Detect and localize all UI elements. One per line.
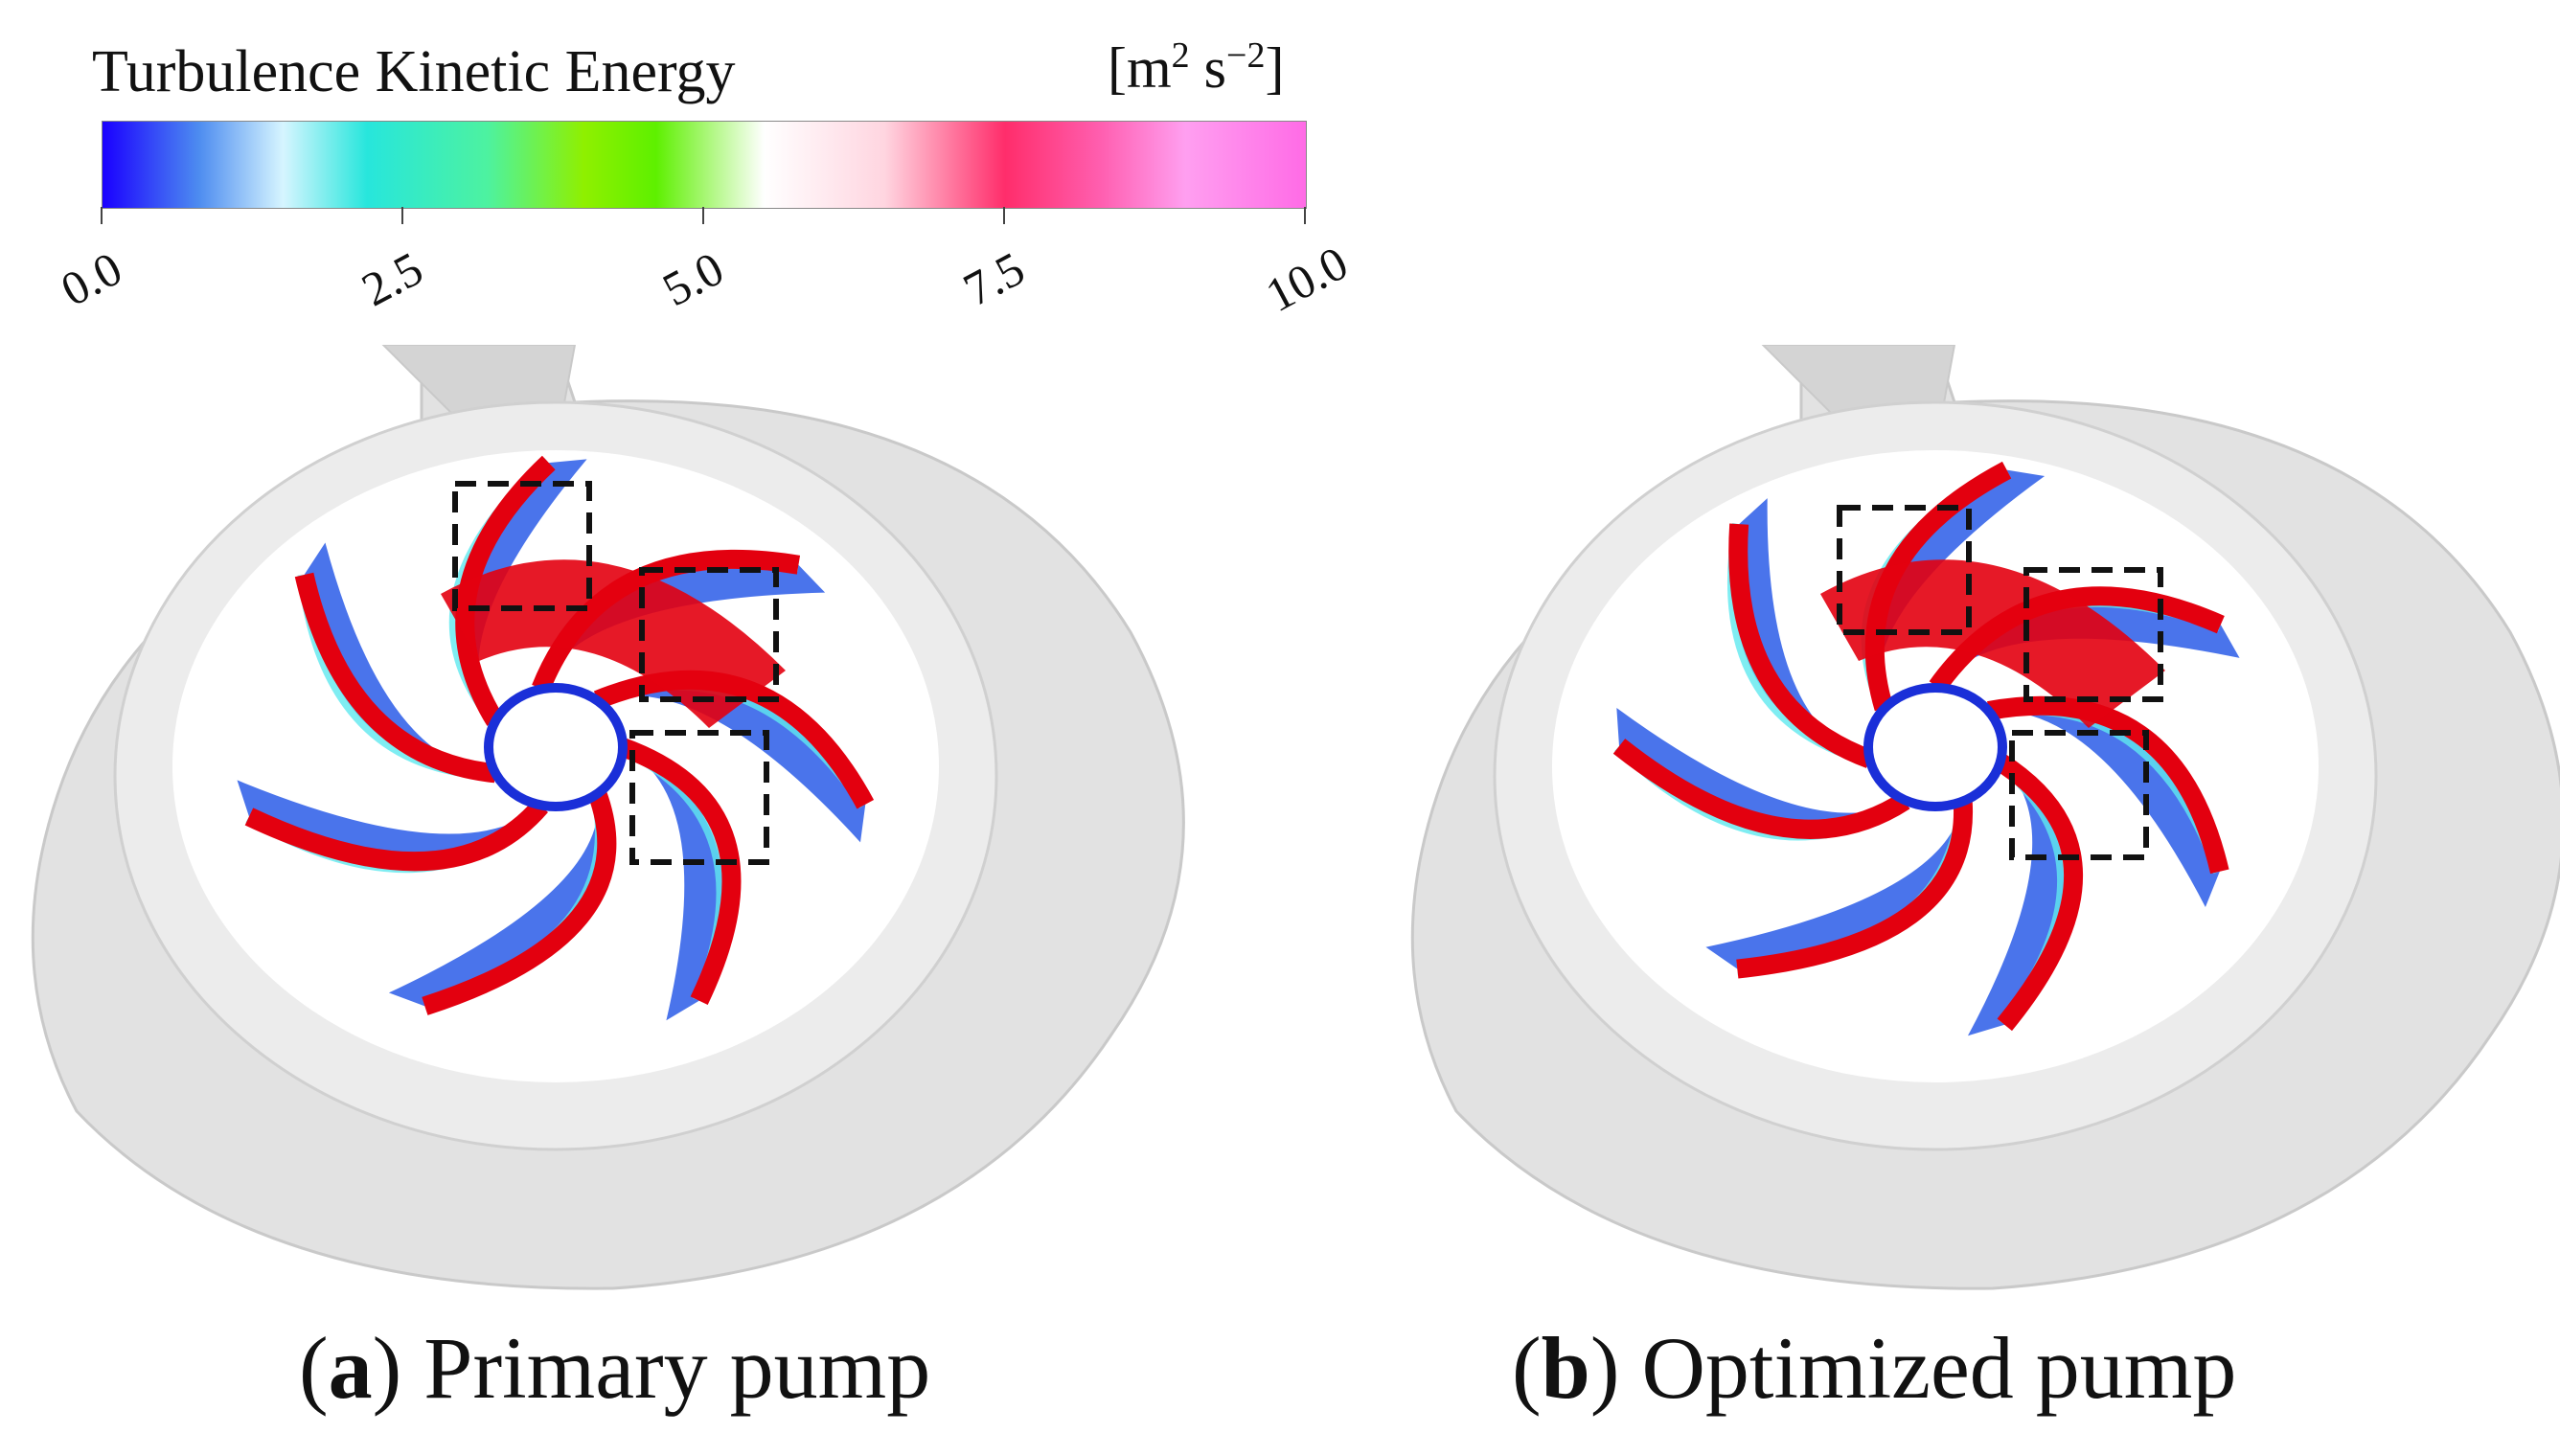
highlight-box: [629, 730, 769, 865]
pump-render-optimized: [1410, 343, 2560, 1290]
high-tke-region: [1820, 559, 2165, 728]
blade-high-tke: [1728, 523, 1873, 768]
units-base: [m: [1108, 36, 1172, 100]
colorbar-tick-mark: [101, 207, 103, 224]
units-exp1: 2: [1171, 35, 1190, 76]
colorbar-tick-mark: [1304, 207, 1306, 224]
blade-high-tke: [244, 799, 548, 872]
blade-low-tke: [597, 683, 866, 843]
panel-optimized-pump: [1399, 343, 2560, 1312]
blade-low-tke: [1705, 802, 1963, 969]
blade-high-tke: [422, 790, 617, 1015]
units-mid: s: [1189, 36, 1227, 100]
units-end: ]: [1265, 36, 1285, 100]
highlight-box: [452, 481, 592, 611]
impeller-hub: [1863, 683, 2007, 811]
highlight-box: [2009, 730, 2149, 860]
high-tke-region: [441, 559, 786, 728]
colorbar-legend: Turbulence Kinetic Energy [m2 s−2] 0.0 2.…: [53, 29, 1357, 322]
colorbar-tick-mark: [702, 207, 704, 224]
colorbar-tick-label: 7.5: [954, 240, 1033, 317]
caption-text-b: Optimized pump: [1619, 1319, 2237, 1417]
blade-low-tke: [1988, 708, 2220, 907]
units-exp2: −2: [1226, 35, 1266, 76]
colorbar-gradient: [102, 121, 1307, 209]
panel-primary-pump: [19, 343, 1265, 1312]
caption-optimized: (b) Optimized pump: [1512, 1319, 2237, 1417]
highlight-box: [639, 567, 779, 702]
colorbar-title: Turbulence Kinetic Energy: [92, 39, 736, 104]
highlight-box: [2023, 567, 2163, 702]
colorbar-tick-label: 5.0: [653, 240, 732, 317]
colorbar-units: [m2 s−2]: [1108, 34, 1284, 102]
blade-high-tke: [1612, 739, 1910, 839]
blade-high-tke: [1995, 754, 2084, 1032]
blade-low-tke: [1616, 708, 1906, 834]
colorbar-tick-label: 10.0: [1256, 235, 1357, 323]
blade-high-tke: [294, 572, 496, 784]
caption-letter-b: b: [1541, 1319, 1590, 1417]
caption-letter-a: a: [328, 1319, 373, 1417]
pump-render-primary: [31, 343, 1185, 1290]
caption-primary: (a) Primary pump: [299, 1319, 931, 1417]
blade-low-tke: [388, 794, 602, 1007]
colorbar-tick-mark: [401, 207, 403, 224]
colorbar-tick-label: 0.0: [52, 240, 130, 317]
colorbar-tick-mark: [1003, 207, 1005, 224]
blade-high-tke: [619, 738, 742, 1005]
caption-text-a: Primary pump: [401, 1319, 931, 1417]
blade-high-tke: [1987, 695, 2229, 875]
colorbar-tick-label: 2.5: [353, 240, 431, 317]
impeller-hub: [484, 683, 628, 811]
blade-high-tke: [1736, 801, 1973, 979]
